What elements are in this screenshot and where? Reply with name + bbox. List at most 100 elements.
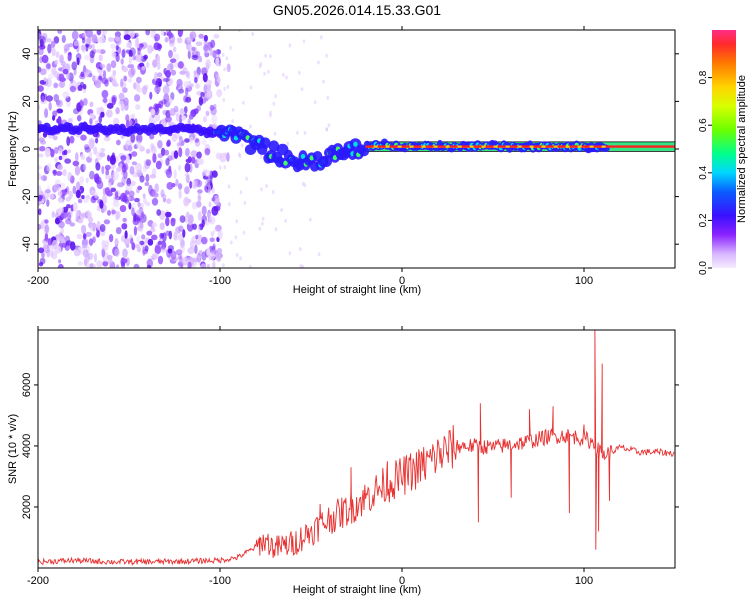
noise-speckle (186, 222, 194, 232)
noise-speckle (160, 189, 165, 197)
noise-speckle (82, 83, 87, 90)
noise-speckle (313, 100, 317, 105)
noise-speckle (249, 264, 252, 268)
noise-speckle (179, 215, 186, 223)
noise-speckle (60, 212, 65, 218)
noise-speckle (231, 107, 235, 112)
noise-speckle (115, 264, 120, 268)
noise-speckle (100, 147, 106, 153)
noise-speckle (166, 139, 171, 147)
noise-speckle (43, 77, 47, 82)
y-tick-label: -40 (21, 236, 33, 252)
noise-speckle (84, 146, 91, 153)
noise-speckle (271, 190, 275, 195)
noise-speckle (234, 235, 238, 240)
noise-speckle (104, 164, 111, 171)
noise-speckle (114, 248, 120, 257)
signal-core (300, 154, 306, 159)
noise-speckle (274, 227, 278, 232)
noise-speckle (38, 137, 45, 143)
noise-speckle (64, 158, 72, 164)
noise-speckle (82, 198, 89, 203)
noise-speckle (136, 235, 140, 243)
noise-speckle (299, 263, 303, 268)
noise-speckle (38, 48, 44, 56)
noise-speckle (58, 206, 64, 214)
noise-speckle (172, 46, 177, 53)
noise-speckle (89, 117, 93, 125)
noise-speckle (127, 63, 135, 69)
noise-speckle (67, 171, 73, 182)
noise-speckle (178, 88, 185, 94)
noise-speckle (117, 182, 124, 188)
noise-speckle (121, 49, 126, 58)
noise-speckle (76, 233, 83, 240)
noise-speckle (122, 248, 128, 258)
noise-speckle (38, 185, 42, 193)
noise-speckle (130, 133, 136, 143)
noise-speckle (38, 104, 41, 111)
noise-speckle (139, 240, 145, 246)
noise-speckle (202, 175, 209, 180)
noise-speckle (81, 224, 87, 235)
noise-speckle (210, 39, 216, 48)
noise-speckle (175, 113, 181, 122)
noise-speckle (188, 113, 194, 120)
noise-speckle (173, 231, 179, 242)
noise-speckle (151, 145, 157, 155)
noise-speckle (73, 40, 80, 47)
noise-speckle (171, 133, 178, 143)
noise-speckle (131, 113, 136, 120)
noise-speckle (137, 47, 141, 56)
noise-speckle (202, 73, 208, 83)
noise-speckle (187, 247, 195, 255)
noise-speckle (258, 64, 262, 69)
noise-speckle (101, 240, 106, 248)
y-tick-label: 20 (21, 95, 33, 107)
noise-speckle (146, 230, 153, 236)
noise-speckle (215, 152, 222, 160)
noise-speckle (186, 37, 191, 44)
noise-speckle (104, 187, 110, 196)
noise-speckle (38, 66, 42, 73)
noise-speckle (57, 190, 63, 197)
noise-speckle (115, 53, 120, 62)
noise-speckle (201, 139, 207, 146)
noise-speckle (85, 231, 92, 237)
noise-speckle (102, 252, 110, 262)
noise-speckle (63, 44, 70, 52)
noise-speckle (209, 137, 213, 142)
noise-speckle (144, 181, 150, 187)
noise-speckle (119, 205, 127, 213)
x-tick-label: 100 (575, 275, 593, 287)
noise-speckle (102, 30, 108, 35)
noise-speckle (38, 44, 46, 50)
noise-speckle (205, 110, 210, 117)
noise-speckle (139, 175, 145, 183)
noise-speckle (83, 258, 88, 267)
snr-x-ticks: -200 -100 0 100 (27, 326, 593, 587)
noise-speckle (46, 248, 51, 258)
noise-speckle (115, 191, 119, 199)
noise-speckle (145, 61, 150, 69)
noise-speckle (165, 216, 170, 227)
noise-speckle (96, 106, 100, 116)
noise-speckle (154, 84, 161, 94)
snr-series-line (38, 330, 675, 566)
noise-speckle (224, 152, 227, 157)
noise-speckle (269, 54, 272, 59)
noise-speckle (189, 31, 197, 40)
noise-speckle (157, 153, 163, 159)
noise-speckle (69, 135, 75, 144)
noise-speckle (101, 194, 108, 205)
noise-speckle (69, 85, 76, 93)
noise-speckle (151, 197, 159, 206)
noise-speckle (144, 245, 149, 252)
noise-speckle (38, 208, 42, 216)
noise-speckle (52, 115, 56, 121)
noise-speckle (267, 69, 270, 74)
noise-speckle (111, 79, 117, 87)
noise-speckle (189, 44, 193, 54)
noise-speckle (197, 191, 201, 199)
noise-speckle (175, 249, 183, 256)
